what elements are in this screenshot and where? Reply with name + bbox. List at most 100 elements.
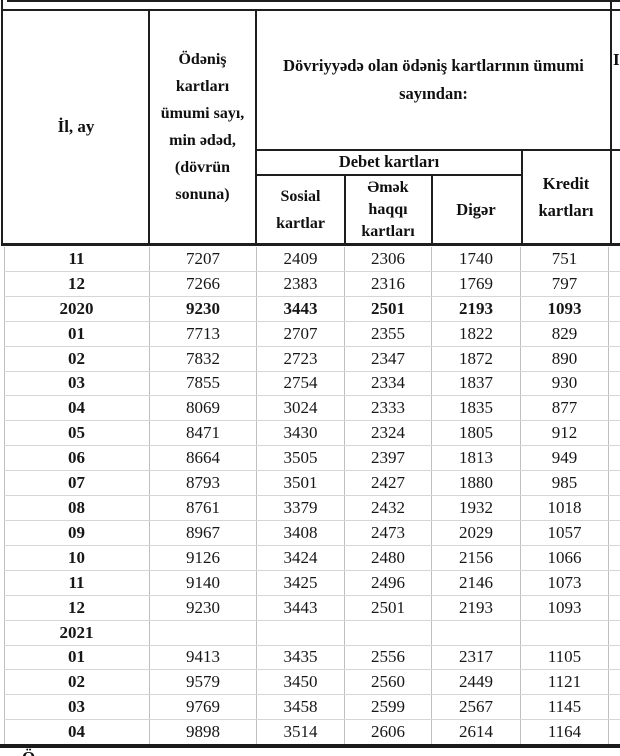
other-cards-cell: 1932 [432,496,521,520]
credit-cards-cell: 930 [521,371,609,396]
year-month-cell: 11 [4,570,150,595]
table-row: 11 7207 2409 2306 1740 751 [4,247,620,272]
credit-cards-cell: 1121 [521,670,609,695]
credit-cards-cell: 1093 [521,296,609,321]
group-header-bottom-rule [256,149,620,151]
table-row: 10 9126 3424 2480 2156 1066 [4,545,620,571]
border-social-salary [344,175,346,244]
salary-cards-cell: 2432 [345,496,432,520]
year-month-cell: 07 [4,471,150,496]
year-month-cell: 2020 [4,296,150,321]
salary-cards-cell: 2473 [345,520,432,545]
table-row: 03 7855 2754 2334 1837 930 [4,371,620,397]
total-cards-cell: 8967 [150,520,257,545]
table-row: 04 9898 3514 2606 2614 1164 [4,720,620,745]
credit-cards-cell [521,620,609,645]
data-rows: 11 7207 2409 2306 1740 751 12 7266 2383 2316 1769 7… [0,247,620,745]
total-cards-cell: 9898 [150,720,257,745]
table-row: 05 8471 3430 2324 1805 912 [4,421,620,447]
header-left-border [1,0,3,246]
other-cards-cell [432,620,521,645]
salary-cards-cell: 2397 [345,446,432,471]
credit-cards-cell: 1066 [521,545,609,570]
year-month-cell: 10 [4,545,150,570]
salary-cards-cell [345,620,432,645]
total-cards-cell: 8471 [150,421,257,446]
year-month-cell: 05 [4,421,150,446]
table-row: 12 7266 2383 2316 1769 797 [4,271,620,297]
salary-cards-cell: 2501 [345,296,432,321]
social-cards-cell: 2409 [257,247,345,271]
cutoff-footnote-letter: Ö [22,748,35,756]
social-cards-cell: 3443 [257,595,345,620]
debit-band-bottom-rule [256,174,523,176]
other-cards-cell: 2193 [432,296,521,321]
total-cards-cell: 9126 [150,545,257,570]
table-row: 02 9579 3450 2560 2449 1121 [4,670,620,696]
salary-cards-cell: 2501 [345,595,432,620]
other-cards-cell: 2317 [432,645,521,670]
cutoff-column-cell [609,272,620,296]
social-cards-cell: 2383 [257,271,345,296]
year-month-cell: 01 [4,321,150,346]
total-cards-cell: 8761 [150,496,257,520]
year-month-cell: 2021 [4,620,150,645]
total-cards-cell: 7855 [150,371,257,396]
year-month-cell: 03 [4,695,150,720]
credit-cards-cell: 877 [521,396,609,421]
other-cards-cell: 1740 [432,247,521,271]
credit-cards-cell: 1057 [521,520,609,545]
table-row: 04 8069 3024 2333 1835 877 [4,396,620,422]
year-month-cell: 03 [4,371,150,396]
other-cards-cell: 2029 [432,520,521,545]
credit-cards-cell: 985 [521,471,609,496]
cutoff-column-cell [609,646,620,670]
cutoff-next-column-letter: I [613,50,620,69]
cutoff-column-cell [609,421,620,445]
year-month-cell: 12 [4,271,150,296]
social-cards-cell: 3450 [257,670,345,695]
credit-cards-cell: 829 [521,321,609,346]
cutoff-column-cell [609,720,620,744]
other-cards-cell: 2193 [432,595,521,620]
table-row: 08 8761 3379 2432 1932 1018 [4,496,620,521]
total-cards-cell: 7207 [150,247,257,271]
other-cards-cell: 2567 [432,695,521,720]
header-top-rule [2,9,620,11]
total-cards-cell: 8069 [150,396,257,421]
cutoff-column-cell [609,546,620,570]
social-cards-cell: 3505 [257,446,345,471]
table-row: 11 9140 3425 2496 2146 1073 [4,570,620,596]
salary-cards-cell: 2599 [345,695,432,720]
total-cards-cell: 9413 [150,645,257,670]
other-cards-cell: 1880 [432,471,521,496]
cutoff-column-cell [609,521,620,545]
col-header-social-cards: Sosial kartlar [276,187,325,232]
col-header-debit-cards-group: Debet kartları [338,151,440,171]
salary-cards-cell: 2347 [345,346,432,371]
cutoff-column-cell [609,496,620,520]
year-month-cell: 12 [4,595,150,620]
other-cards-cell: 1813 [432,446,521,471]
cutoff-column-cell [609,471,620,495]
other-cards-cell: 1872 [432,346,521,371]
year-month-cell: 02 [4,346,150,371]
table-bottom-rule [0,744,620,748]
credit-cards-cell: 1093 [521,595,609,620]
social-cards-cell: 2723 [257,346,345,371]
total-cards-cell: 9230 [150,595,257,620]
salary-cards-cell: 2560 [345,670,432,695]
other-cards-cell: 1805 [432,421,521,446]
salary-cards-cell: 2355 [345,321,432,346]
cutoff-column-cell [609,347,620,371]
border-yearmonth-total [148,10,150,244]
total-cards-cell: 7832 [150,346,257,371]
total-cards-cell: 8793 [150,471,257,496]
year-month-cell: 11 [4,247,150,271]
other-cards-cell: 1769 [432,271,521,296]
cutoff-column-cell [609,695,620,719]
credit-cards-cell: 1073 [521,570,609,595]
other-cards-cell: 1835 [432,396,521,421]
credit-cards-cell: 1018 [521,496,609,520]
